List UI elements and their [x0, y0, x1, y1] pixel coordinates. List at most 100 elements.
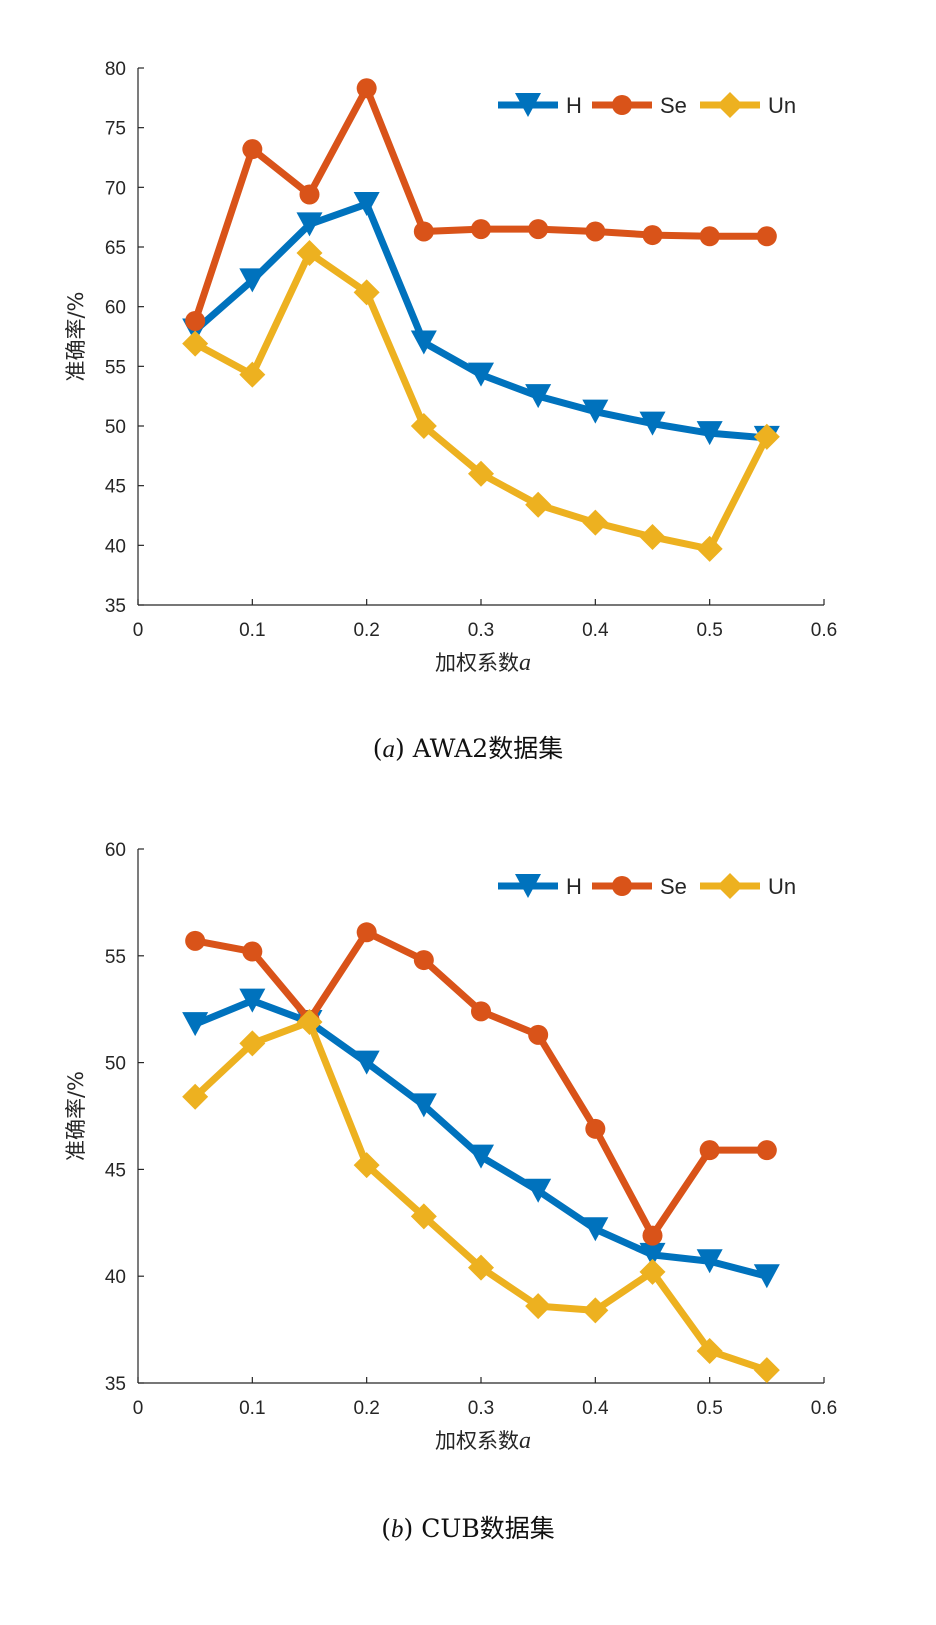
x-tick-label: 0.2 — [353, 620, 379, 641]
x-tick-label: 0 — [133, 620, 144, 641]
legend-item-h: H — [498, 874, 582, 899]
data-point-se — [242, 941, 263, 962]
series-line-se — [191, 928, 771, 1240]
y-tick-label: 75 — [105, 119, 126, 140]
series-se — [185, 922, 777, 1246]
data-point-un — [239, 361, 266, 388]
data-point-se — [185, 310, 206, 331]
data-point-un — [239, 1030, 266, 1057]
data-point-h — [753, 1264, 780, 1289]
data-point-un — [182, 1083, 209, 1110]
legend-marker-h — [515, 93, 541, 117]
y-tick-label: 45 — [105, 477, 126, 498]
y-tick-label: 50 — [105, 1054, 126, 1075]
data-point-se — [756, 226, 777, 247]
data-point-un — [296, 1009, 323, 1036]
data-point-h — [696, 1249, 723, 1274]
legend-item-h: H — [498, 93, 582, 118]
series-line-un — [191, 249, 771, 553]
x-tick-label: 0.4 — [582, 620, 609, 641]
chart-panel-cub: (b) CUB数据集 35 40 45 50 55 60 0 0.1 0.2 0.3 0.4 0.5 0… — [64, 840, 837, 1543]
data-point-se — [242, 139, 263, 160]
x-tick-label: 0.3 — [468, 1398, 494, 1419]
y-axis-label: 准确率/% — [64, 1071, 88, 1161]
y-tick-label: 65 — [105, 238, 126, 259]
legend-label-se: Se — [660, 93, 687, 118]
legend-item-un: Un — [700, 873, 796, 899]
y-tick-label: 45 — [105, 1160, 126, 1181]
y-tick-label: 35 — [105, 1374, 126, 1395]
data-point-se — [356, 922, 377, 943]
data-point-se — [185, 930, 206, 951]
data-point-h — [582, 399, 609, 424]
legend-marker-se — [612, 876, 632, 896]
data-point-un — [468, 460, 494, 487]
data-point-se — [413, 221, 434, 242]
series-un — [182, 1009, 780, 1384]
data-point-un — [582, 1297, 609, 1324]
data-point-un — [639, 1258, 666, 1285]
data-point-se — [642, 225, 663, 246]
data-point-h — [353, 1050, 380, 1075]
x-tick-label: 0.2 — [353, 1398, 379, 1419]
data-point-un — [753, 1357, 780, 1384]
x-tick-label: 0 — [133, 1398, 144, 1419]
legend-label-se: Se — [660, 874, 687, 899]
data-point-se — [528, 1024, 549, 1045]
data-point-un — [753, 423, 780, 450]
data-point-un — [296, 239, 323, 266]
x-axis-label: 加权系数a — [435, 650, 531, 676]
data-point-se — [528, 219, 549, 240]
y-tick-label: 35 — [105, 596, 126, 617]
data-point-se — [299, 184, 320, 205]
data-point-un — [353, 1152, 380, 1179]
y-tick-label: 55 — [105, 357, 126, 378]
chart-panel-awa2: (a) AWA2数据集 35 40 45 50 55 60 65 70 75 80 0 0.1 0.2 0… — [64, 59, 837, 763]
data-point-h — [639, 1242, 666, 1267]
legend-marker-se — [612, 95, 632, 115]
series-un — [182, 239, 780, 562]
series-line-h — [191, 997, 771, 1280]
data-point-h — [468, 362, 494, 387]
legend-label-h: H — [566, 93, 582, 118]
data-point-h — [696, 421, 723, 446]
data-point-un — [353, 279, 380, 306]
legend-marker-h — [515, 874, 541, 898]
data-point-se — [585, 1118, 606, 1139]
series-line-se — [191, 84, 771, 325]
x-tick-label: 0.5 — [696, 1398, 722, 1419]
legend-marker-un — [717, 92, 743, 118]
caption-a: (a) AWA2数据集 — [373, 734, 563, 763]
data-point-un — [525, 491, 552, 518]
data-point-se — [699, 1140, 720, 1161]
y-tick-label: 60 — [105, 298, 126, 319]
legend-item-se: Se — [592, 93, 687, 118]
legend-label-h: H — [566, 874, 582, 899]
y-tick-label: 55 — [105, 947, 126, 968]
legend-label-un: Un — [768, 93, 796, 118]
x-tick-label: 0.4 — [582, 1398, 609, 1419]
data-point-h — [468, 1144, 494, 1169]
data-point-h — [582, 1217, 609, 1242]
legend-marker-un — [717, 873, 743, 899]
data-point-h — [353, 192, 380, 217]
x-tick-label: 0.6 — [811, 1398, 837, 1419]
data-point-un — [468, 1254, 494, 1281]
data-point-un — [639, 523, 666, 550]
data-point-se — [471, 1001, 491, 1022]
y-tick-label: 60 — [105, 840, 126, 861]
data-point-se — [471, 219, 491, 240]
data-point-se — [413, 950, 434, 971]
x-tick-label: 0.1 — [239, 620, 265, 641]
legend-item-se: Se — [592, 874, 687, 899]
data-point-se — [585, 221, 606, 242]
data-point-un — [410, 413, 437, 439]
data-point-h — [639, 411, 666, 436]
y-tick-label: 80 — [105, 59, 126, 80]
x-tick-label: 0.1 — [239, 1398, 265, 1419]
data-point-h — [410, 1093, 437, 1118]
data-point-h — [525, 1178, 552, 1203]
data-point-un — [696, 535, 723, 562]
data-point-un — [696, 1337, 723, 1364]
